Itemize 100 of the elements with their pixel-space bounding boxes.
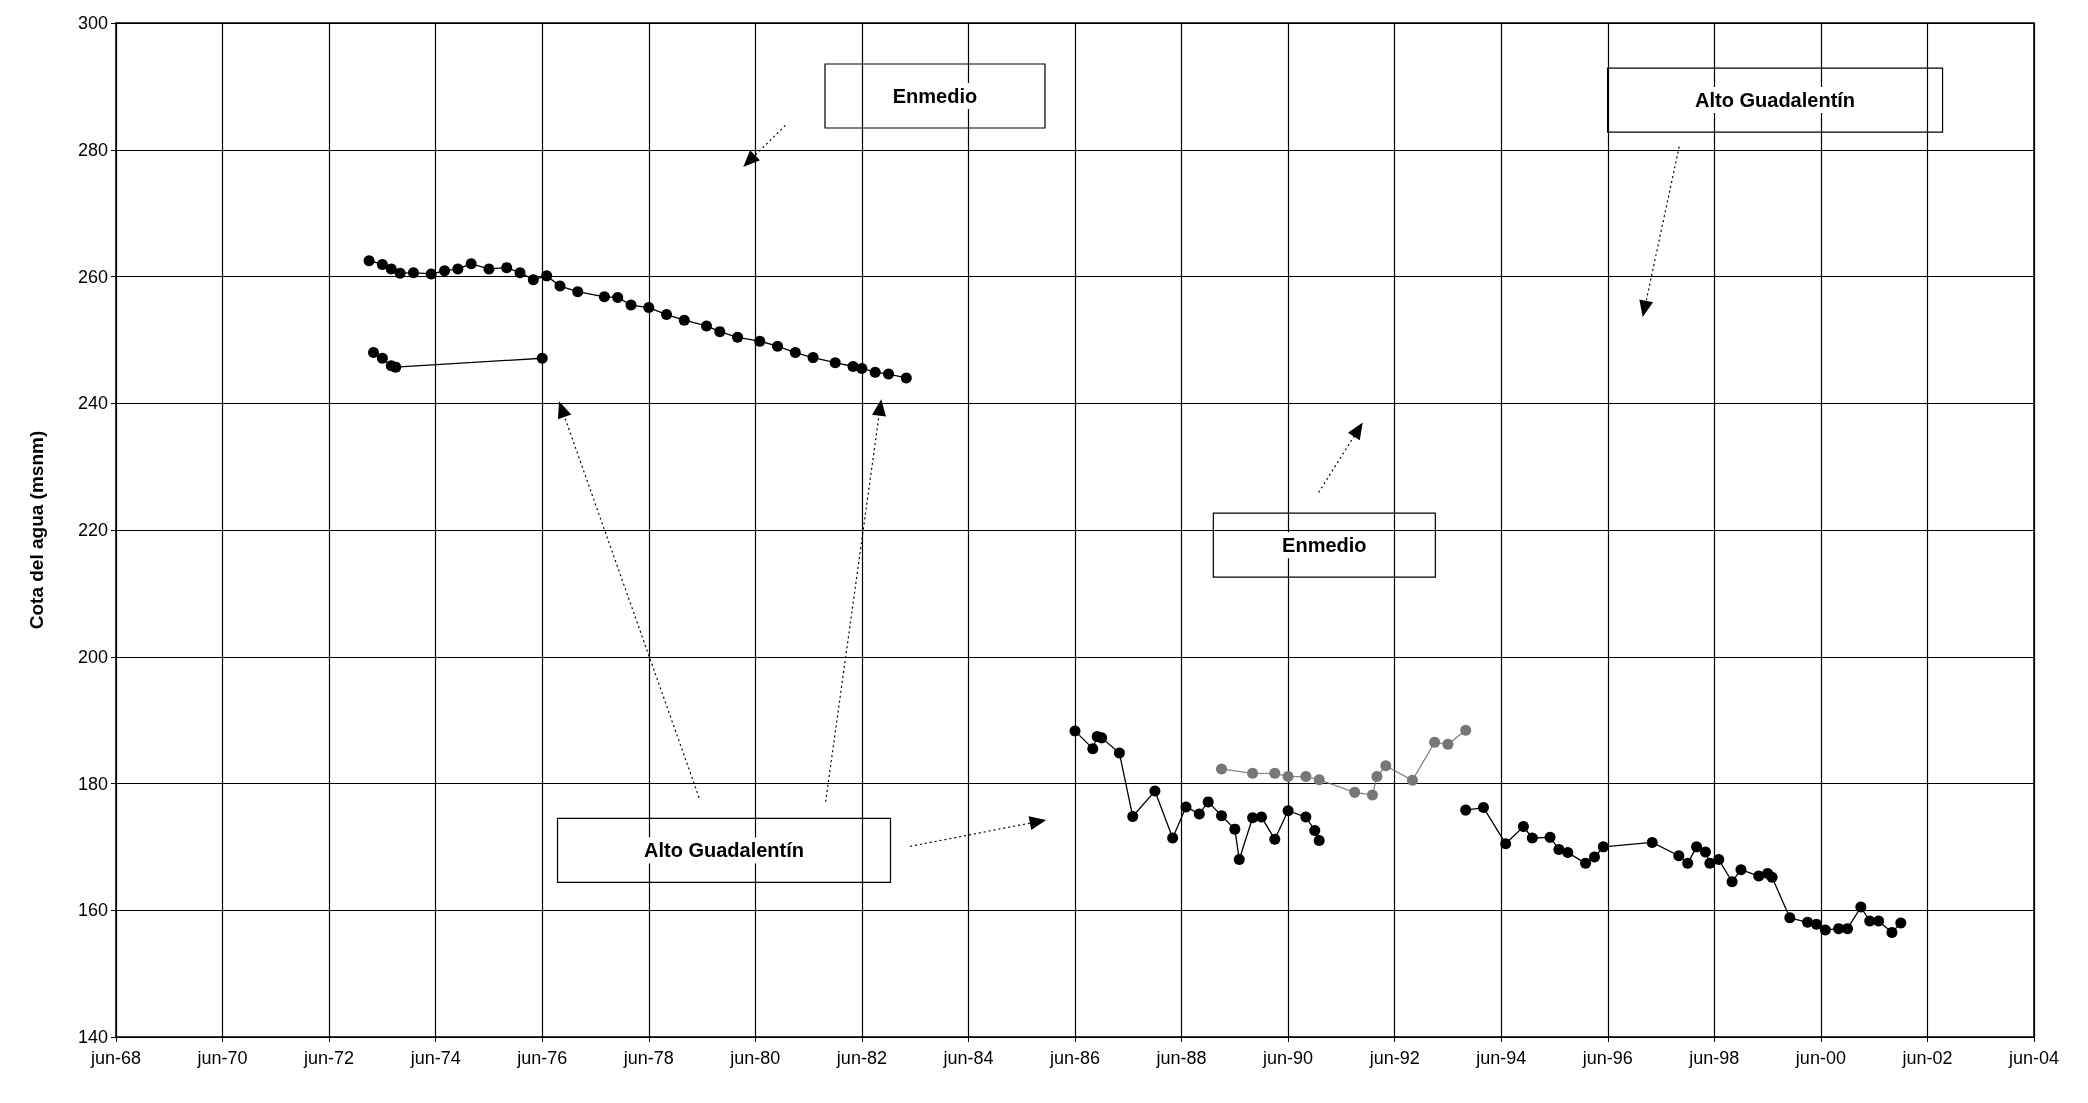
point xyxy=(1842,923,1854,935)
point xyxy=(541,270,553,282)
point xyxy=(385,263,397,275)
point xyxy=(1113,747,1125,759)
point xyxy=(1300,771,1312,783)
point xyxy=(536,352,548,364)
point xyxy=(1766,871,1778,883)
y-tick-label: 240 xyxy=(77,393,108,414)
point xyxy=(1713,854,1725,866)
point xyxy=(1886,926,1898,938)
point xyxy=(376,352,388,364)
x-tick-label: jun-02 xyxy=(1901,1048,1953,1068)
point xyxy=(1691,841,1703,853)
point xyxy=(1810,918,1822,930)
point xyxy=(1216,810,1228,822)
point xyxy=(1247,812,1259,824)
point xyxy=(754,335,766,347)
point xyxy=(900,372,912,384)
point xyxy=(625,299,637,311)
point xyxy=(1255,811,1267,823)
x-tick-label: jun-74 xyxy=(409,1048,461,1068)
point xyxy=(1802,916,1814,928)
point xyxy=(1127,810,1139,822)
point xyxy=(1366,789,1378,801)
point xyxy=(1699,846,1711,858)
y-axis-title: Cota del agua (msnm) xyxy=(26,430,47,630)
point xyxy=(1646,836,1658,848)
point xyxy=(701,320,712,332)
point xyxy=(1406,774,1418,786)
x-tick-label: jun-90 xyxy=(1262,1048,1314,1068)
x-tick-label: jun-86 xyxy=(1048,1048,1101,1068)
point xyxy=(1193,808,1205,820)
x-tick-label: jun-88 xyxy=(1155,1048,1207,1068)
point xyxy=(598,291,610,303)
point xyxy=(1247,767,1259,779)
y-tick-label: 280 xyxy=(77,139,108,160)
y-tick-label: 140 xyxy=(77,1027,108,1047)
point xyxy=(1460,724,1472,736)
x-tick-label: jun-78 xyxy=(622,1048,674,1068)
point xyxy=(1087,743,1099,755)
point xyxy=(1442,738,1454,750)
point xyxy=(439,265,451,277)
point xyxy=(1313,835,1325,847)
point xyxy=(1216,763,1228,775)
point xyxy=(452,263,464,275)
x-tick-label: jun-76 xyxy=(516,1048,568,1068)
x-tick-label: jun-68 xyxy=(89,1048,142,1068)
point xyxy=(1096,732,1108,744)
y-tick-label: 200 xyxy=(77,646,108,667)
y-tick-label: 260 xyxy=(77,266,108,287)
point xyxy=(527,274,539,286)
point xyxy=(1282,771,1294,783)
point xyxy=(1562,847,1574,859)
point xyxy=(1269,767,1281,779)
y-tick-label: 300 xyxy=(77,13,108,33)
point xyxy=(1597,841,1609,853)
point xyxy=(501,262,513,274)
point xyxy=(1544,831,1556,843)
point xyxy=(1380,760,1392,772)
x-tick-label: jun-82 xyxy=(835,1048,887,1068)
point xyxy=(1300,811,1312,823)
point xyxy=(1673,850,1685,862)
x-tick-label: jun-72 xyxy=(303,1048,355,1068)
point xyxy=(1526,832,1538,844)
point xyxy=(643,302,655,314)
point xyxy=(1553,843,1565,855)
x-tick-label: jun-96 xyxy=(1581,1048,1633,1068)
point xyxy=(1233,854,1245,866)
point xyxy=(714,326,726,338)
point xyxy=(407,267,419,279)
point xyxy=(1784,912,1796,924)
x-tick-label: jun-92 xyxy=(1368,1048,1420,1068)
point xyxy=(554,280,566,292)
point xyxy=(1202,796,1214,808)
point xyxy=(376,258,388,270)
annotation: Alto Guadalentín xyxy=(644,839,805,862)
point xyxy=(1517,821,1529,833)
point xyxy=(1500,838,1512,850)
point xyxy=(1167,832,1179,844)
point xyxy=(1580,857,1592,869)
point xyxy=(1726,876,1738,888)
point xyxy=(1180,801,1192,813)
point xyxy=(1477,802,1489,814)
point xyxy=(1735,864,1747,876)
point xyxy=(390,361,402,373)
point xyxy=(772,340,784,352)
point xyxy=(1895,917,1907,929)
x-tick-label: jun-84 xyxy=(942,1048,994,1068)
x-tick-label: jun-00 xyxy=(1794,1048,1846,1068)
point xyxy=(612,291,624,303)
point xyxy=(1282,805,1294,817)
point xyxy=(1069,725,1081,737)
annotation: Alto Guadalentín xyxy=(1695,89,1856,112)
point xyxy=(368,347,380,359)
point xyxy=(678,314,690,326)
point xyxy=(1269,833,1281,845)
point xyxy=(483,263,495,275)
annotation: Enmedio xyxy=(892,85,978,108)
point xyxy=(1704,857,1716,869)
point xyxy=(869,366,881,378)
